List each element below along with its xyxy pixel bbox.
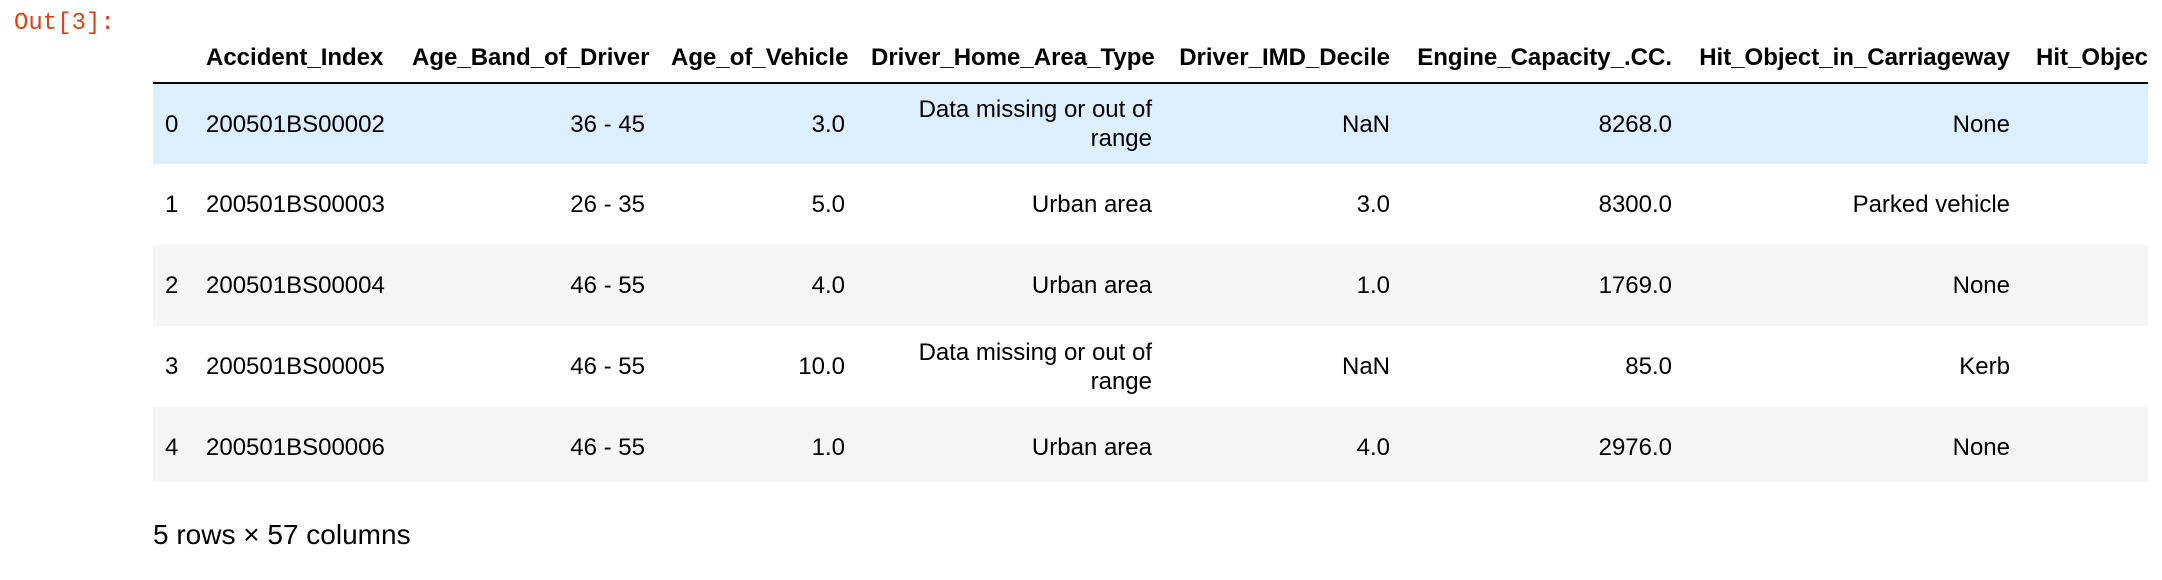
table-cell: 4.0 — [1356, 434, 1390, 461]
row-index: 3 — [165, 353, 179, 380]
table-cell: Parked vehicle — [1852, 191, 2010, 218]
column-header: Accident_Index — [206, 32, 412, 84]
table-cell: NaN — [1341, 110, 1390, 138]
table-cell: 1769.0 — [1598, 272, 1672, 299]
column-header: Hit_Object_in_Carriageway — [1698, 32, 2036, 84]
table-cell — [2036, 407, 2148, 482]
table-cell: 200501BS00002 — [206, 110, 385, 138]
header-row: Accident_Index Age_Band_of_Driver Age_of… — [153, 32, 2148, 84]
column-header: Hit_Object_off_Carriageway — [2036, 32, 2148, 84]
column-header: Engine_Capacity_.CC. — [1416, 32, 1698, 84]
table-cell: 46 - 55 — [570, 434, 645, 461]
table-cell: 8300.0 — [1598, 191, 1672, 218]
dataframe-table: Accident_Index Age_Band_of_Driver Age_of… — [153, 32, 2148, 482]
table-cell: 10.0 — [798, 353, 845, 380]
table-cell: 3.0 — [811, 110, 845, 138]
row-index: 1 — [165, 191, 179, 218]
table-cell: 200501BS00005 — [206, 353, 385, 380]
table-cell: Data missing or out of range — [918, 96, 1152, 152]
table-cell: 46 - 55 — [570, 353, 645, 380]
index-header — [153, 32, 206, 84]
table-cell: 200501BS00004 — [206, 272, 385, 299]
table-cell: None — [1952, 434, 2010, 461]
table-cell: 1.0 — [811, 434, 845, 461]
table-cell: Urban area — [1031, 191, 1152, 218]
table-cell: 46 - 55 — [570, 272, 645, 299]
table-cell: 85.0 — [1625, 353, 1672, 380]
table-cell: Urban area — [1031, 272, 1152, 299]
table-cell: None — [1952, 110, 2010, 138]
table-cell: Data missing or out of range — [918, 338, 1152, 395]
output-prompt: Out[3]: — [14, 10, 115, 37]
table-cell: 200501BS00003 — [206, 191, 385, 218]
table-cell — [2036, 245, 2148, 326]
table-cell: NaN — [1341, 353, 1390, 380]
dataframe-output: Accident_Index Age_Band_of_Driver Age_of… — [153, 32, 2148, 482]
table-cell: 200501BS00006 — [206, 434, 385, 461]
table-row: 1 200501BS00003 26 - 35 5.0 Urban area 3.0 830… — [153, 164, 2148, 245]
table-cell: Urban area — [1031, 434, 1152, 461]
table-cell: 2976.0 — [1598, 434, 1672, 461]
table-row: 3 200501BS00005 46 - 55 10.0 Data missing or… — [153, 326, 2148, 407]
table-cell: 4.0 — [811, 272, 845, 299]
table-cell: 1.0 — [1356, 272, 1390, 299]
column-header: Driver_Home_Area_Type — [871, 32, 1178, 84]
table-cell: 8268.0 — [1598, 110, 1672, 138]
table-cell: Kerb — [1959, 353, 2010, 380]
table-cell: 26 - 35 — [570, 191, 645, 218]
column-header: Age_of_Vehicle — [671, 32, 871, 84]
table-row: 0 200501BS00002 36 - 45 3.0 Data missing or … — [153, 83, 2148, 164]
column-header: Age_Band_of_Driver — [412, 32, 671, 84]
table-cell — [2036, 83, 2148, 164]
table-cell: 36 - 45 — [570, 110, 645, 138]
table-cell — [2036, 326, 2148, 407]
table-cell — [2036, 164, 2148, 245]
table-cell: 3.0 — [1356, 191, 1390, 218]
row-index: 4 — [165, 434, 179, 461]
table-row: 2 200501BS00004 46 - 55 4.0 Urban area 1.0 176… — [153, 245, 2148, 326]
table-summary: 5 rows × 57 columns — [153, 519, 411, 550]
row-index: 0 — [165, 110, 179, 138]
table-cell: None — [1952, 272, 2010, 299]
column-header: Driver_IMD_Decile — [1178, 32, 1416, 84]
table-row: 4 200501BS00006 46 - 55 1.0 Urban area 4.0 297… — [153, 407, 2148, 482]
row-index: 2 — [165, 272, 179, 299]
table-cell: 5.0 — [811, 191, 845, 218]
